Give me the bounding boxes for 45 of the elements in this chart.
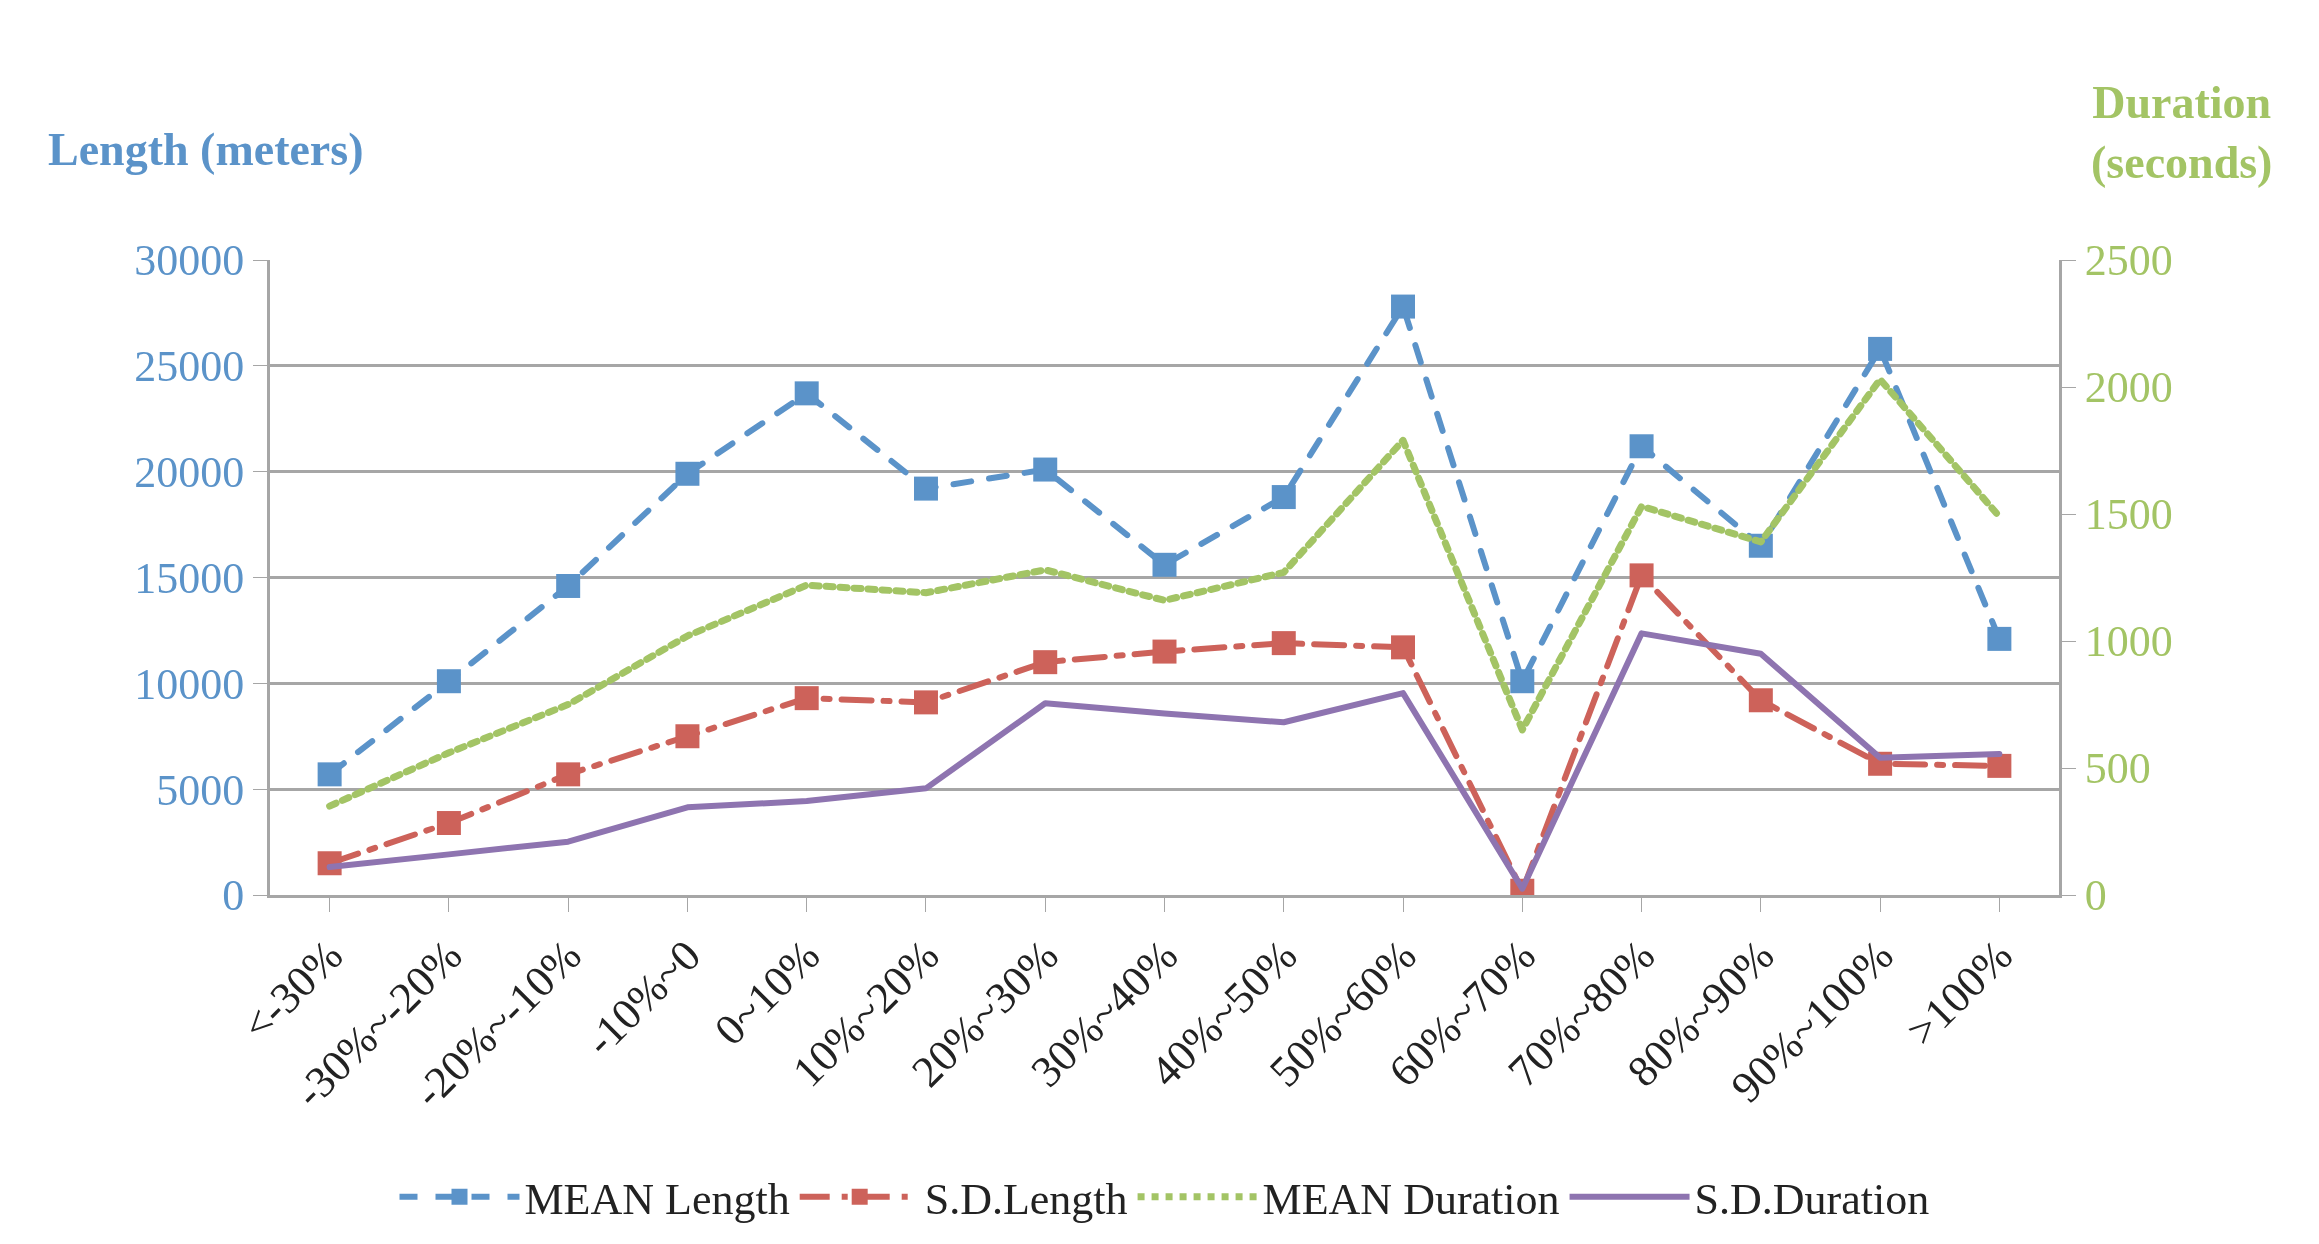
point	[436, 669, 461, 694]
y2-axis-title: Duration (seconds)	[2091, 77, 2273, 188]
y-tick-label: 10000	[134, 659, 245, 709]
point	[1033, 457, 1058, 482]
y2-tick-label: 0	[2084, 871, 2107, 921]
legend-label: S.D.Length	[924, 1174, 1128, 1224]
point	[794, 381, 819, 406]
point	[556, 573, 581, 598]
y2-tick-label: 2500	[2084, 236, 2173, 286]
point	[1391, 294, 1416, 319]
point	[1629, 563, 1654, 588]
point	[436, 811, 461, 836]
point	[1271, 485, 1296, 510]
y2-tick-label: 500	[2084, 744, 2151, 794]
point	[317, 762, 342, 787]
y-tick-label: 30000	[134, 236, 245, 286]
point	[1748, 688, 1773, 713]
point	[1987, 753, 2012, 778]
point	[1391, 635, 1416, 660]
point	[794, 686, 819, 711]
point	[1629, 434, 1654, 459]
point	[1510, 669, 1535, 694]
y-tick-label: 15000	[134, 553, 245, 603]
y-tick-label: 20000	[134, 448, 245, 498]
point	[675, 724, 700, 749]
y2-tick-label: 2000	[2084, 363, 2173, 413]
y-tick-label: 25000	[134, 342, 245, 392]
legend-label: S.D.Duration	[1694, 1174, 1930, 1224]
point	[913, 476, 938, 501]
point	[1987, 626, 2012, 651]
y-tick-label: 5000	[156, 765, 245, 815]
point	[675, 461, 700, 486]
point	[913, 690, 938, 715]
point	[1271, 631, 1296, 656]
point	[1033, 650, 1058, 675]
legend-label: MEAN Duration	[1262, 1174, 1560, 1224]
point	[1152, 639, 1177, 664]
legend-label: MEAN Length	[524, 1174, 790, 1224]
point	[1868, 336, 1893, 361]
y-tick-label: 0	[222, 871, 245, 921]
point	[1152, 552, 1177, 577]
y2-tick-label: 1500	[2084, 490, 2173, 540]
y2-tick-label: 1000	[2084, 617, 2173, 667]
y-axis-title: Length (meters)	[48, 124, 364, 175]
point	[556, 762, 581, 787]
